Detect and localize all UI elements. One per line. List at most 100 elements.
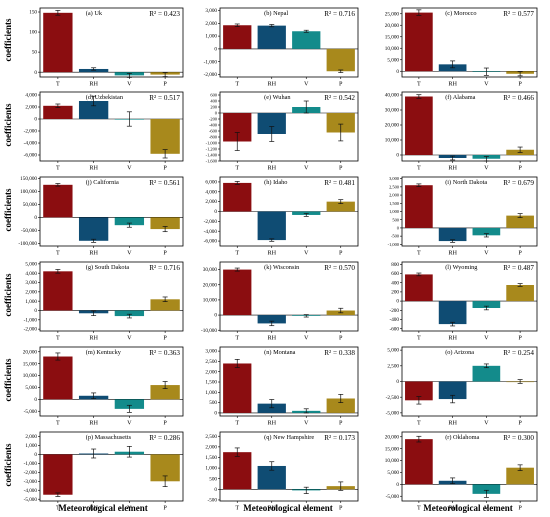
x-tick-label: P [518,335,522,342]
y-tick-label: 1,500 [389,201,400,207]
x-tick-label: V [127,81,132,88]
x-tick-label: P [163,250,167,257]
x-tick-label: T [417,505,421,512]
y-tick-label: 10,000 [23,373,38,379]
x-tick-label: P [163,505,167,512]
y-tick-label: 10,000 [385,46,400,52]
panel-title: (a) Uk [86,10,103,17]
plot-frame [39,7,184,78]
y-tick-label: 6,000 [205,180,217,186]
bar-rh [257,315,286,324]
plot-frame [401,431,538,502]
y-tick-label: 2,000 [205,369,217,375]
y-tick-label: 0 [214,46,217,52]
y-tick-label: 1,000 [389,209,400,215]
y-tick-label: -1,400 [206,153,218,159]
plot-frame [39,261,184,332]
y-tick-label: -2,000 [24,129,38,135]
y-tick-label: 2,000 [25,105,37,111]
y-axis-label-row-5: coefficients [3,358,13,401]
x-tick-label: V [304,81,309,88]
y-tick-label: 50 [32,50,38,56]
y-tick-label: -4,000 [24,488,38,494]
x-tick-label: T [417,165,421,172]
bar-t [405,381,433,401]
plot-frame [219,91,359,162]
bar-p [326,113,355,133]
panel-11: -10,000 0 10,000 20,000 30,000 T RH V P (k) Wisco… [201,261,359,342]
x-tick-label: V [484,250,489,257]
bar-t [405,274,433,302]
y-tick-label: 2,500 [387,363,399,369]
panel-4: -6,000 -4,000 -2,000 0 2,000 4,000 T RH V P (d) Uz… [24,91,184,172]
bar-v [114,217,145,226]
x-tick-label: P [518,165,522,172]
bar-rh [257,25,286,49]
y-tick-label: 20,000 [203,282,218,288]
x-tick-label: T [417,420,421,427]
x-tick-label: P [339,335,343,342]
bar-p [506,467,534,485]
bar-v [114,399,145,409]
panel-title: (n) Montana [264,349,296,356]
y-tick-label: -500 [207,498,217,504]
panel-title: (p) Massachusetts [86,434,132,441]
y-tick-label: -1,200 [206,147,218,153]
x-tick-label: T [235,505,239,512]
x-tick-label: V [484,420,489,427]
bar-t [223,25,252,49]
panel-15: -5,000 -2,500 0 2,500 5,000 T RH V P (o) Arizona R… [386,346,538,427]
y-tick-label: 600 [391,271,399,277]
y-tick-label: 0 [34,70,37,76]
y-tick-label: -600 [209,129,218,134]
y-tick-label: 0 [34,397,37,403]
x-tick-label: RH [267,420,276,427]
bar-p [150,385,180,400]
y-tick-label: 1,000 [205,34,217,40]
x-tick-label: RH [89,420,98,427]
x-tick-label: RH [89,165,98,172]
r-squared-label: R² = 0.561 [149,179,180,187]
panel-title: (j) California [86,179,119,186]
r-squared-label: R² = 0.338 [324,349,355,357]
y-tick-label: 0 [396,482,399,488]
y-tick-label: 20,000 [385,434,400,440]
y-tick-label: -800 [209,135,218,140]
y-tick-label: 0 [397,226,400,231]
bar-v [114,310,145,317]
bar-p [150,217,180,230]
bar-t [43,454,73,495]
y-tick-label: -50,000 [21,228,37,234]
x-tick-label: RH [267,81,276,88]
y-tick-label: -1,000 [206,141,218,147]
x-tick-label: V [484,165,489,172]
bar-rh [257,465,286,490]
bar-t [43,105,73,119]
x-tick-label: P [163,335,167,342]
x-axis-label-col-1: Meteorological element [58,503,148,513]
y-tick-label: -2,000 [24,470,38,476]
r-squared-label: R² = 0.716 [324,10,355,18]
x-axis-label-col-3: Meteorological element [423,503,513,513]
panel-title: (q) New Hampshire [264,434,314,441]
bar-t [223,452,252,490]
y-tick-label: 200 [210,105,217,110]
panel-8: -6,000 -4,000 -2,000 0 2,000 4,000 6,000 T RH V P (… [204,176,359,257]
bar-rh [78,217,109,241]
bar-rh [438,227,467,242]
y-tick-label: 2,000 [25,434,37,440]
bar-t [405,185,433,228]
y-tick-label: 5,000 [25,261,37,267]
bar-v [472,301,501,308]
y-tick-label: -400 [209,123,218,128]
bar-p [326,201,355,212]
panel-title: (m) Kentucky [86,349,122,356]
bar-t [405,12,433,72]
panels-group: 0 50 100 150 T RH V P (a) Uk R² = 0.423 -2,000 -1,0… [18,7,538,512]
panel-2: -2,000 -1,000 0 1,000 2,000 3,000 T RH V P (b) Nep… [204,7,359,88]
x-tick-label: RH [448,250,457,257]
plot-frame [401,261,538,332]
bar-v [472,227,501,236]
y-tick-label: 0 [34,215,37,221]
panel-6: 0 10,000 20,000 30,000 40,000 T RH V P (f) Alabam… [385,91,538,172]
